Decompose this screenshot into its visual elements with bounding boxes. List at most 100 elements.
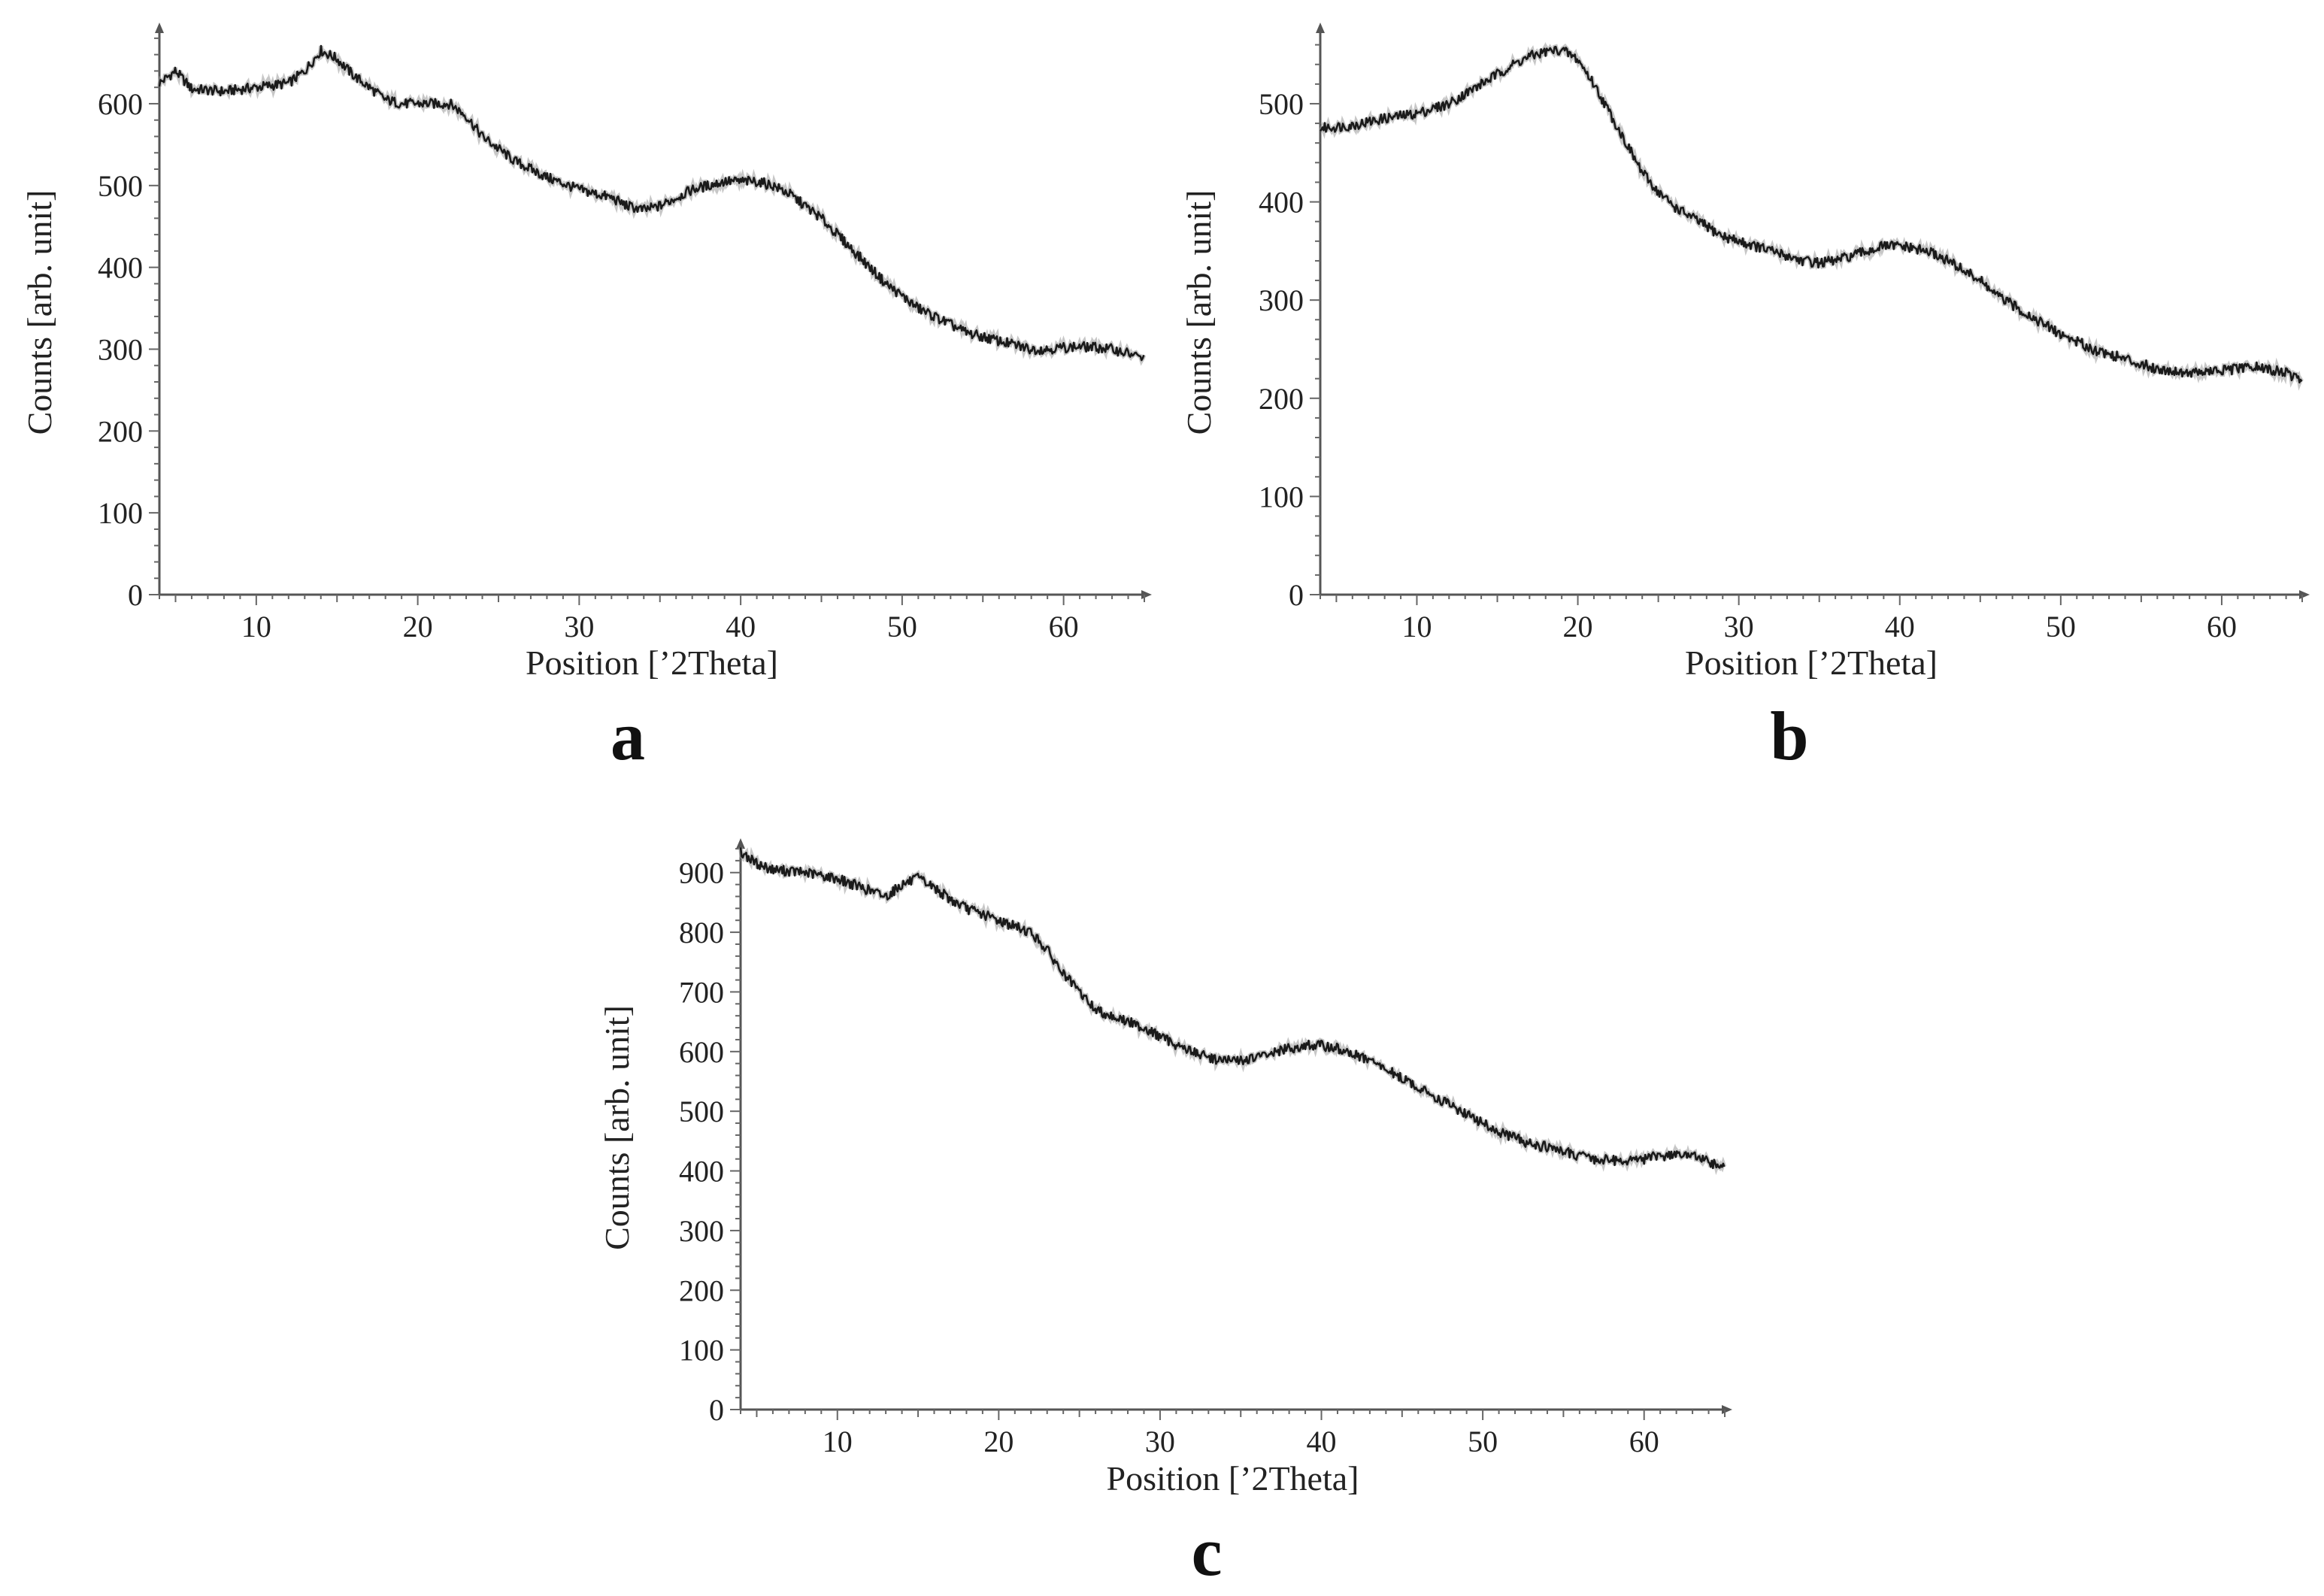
data-point bbox=[2301, 380, 2303, 381]
y-tick-label: 300 bbox=[98, 332, 143, 366]
x-axis-title: Position [’2Theta] bbox=[526, 644, 778, 682]
data-point bbox=[1867, 250, 1868, 252]
y-tick-label: 100 bbox=[98, 496, 143, 530]
data-point bbox=[1369, 1060, 1371, 1061]
data-point bbox=[1014, 344, 1016, 346]
data-point bbox=[1143, 1027, 1144, 1028]
data-point bbox=[1547, 1146, 1548, 1148]
data-point bbox=[1980, 280, 1981, 281]
data-point bbox=[449, 103, 450, 104]
x-tick-label: 60 bbox=[1049, 610, 1079, 644]
data-point bbox=[917, 307, 919, 309]
data-point bbox=[901, 295, 903, 297]
x-tick-label: 30 bbox=[564, 610, 594, 644]
x-axis-title: Position [’2Theta] bbox=[1107, 1459, 1359, 1498]
data-point bbox=[643, 209, 644, 210]
y-tick-label: 400 bbox=[1259, 186, 1304, 220]
data-point bbox=[1288, 1048, 1289, 1049]
data-point bbox=[998, 340, 1000, 341]
data-point bbox=[1609, 113, 1610, 114]
data-point bbox=[191, 88, 192, 89]
data-point bbox=[2044, 324, 2045, 326]
data-point bbox=[837, 234, 838, 235]
y-tick-label: 600 bbox=[679, 1035, 724, 1069]
chart-panel-b: 10 20 30 40 50 60 0 100 200 300 400 500 Position [’2… bbox=[1180, 23, 2310, 774]
data-point bbox=[578, 189, 580, 190]
data-point bbox=[1127, 1021, 1129, 1022]
data-point bbox=[982, 336, 983, 338]
data-point bbox=[1659, 1155, 1661, 1157]
data-point bbox=[2011, 304, 2013, 306]
data-point bbox=[514, 160, 515, 162]
data-point bbox=[1014, 925, 1016, 927]
x-tick-label: 30 bbox=[1724, 610, 1754, 644]
data-point bbox=[1337, 1048, 1338, 1049]
y-tick-label: 400 bbox=[679, 1155, 724, 1189]
data-point bbox=[611, 197, 612, 198]
data-point bbox=[1706, 226, 1707, 227]
data-point bbox=[1320, 1045, 1322, 1046]
data-point bbox=[869, 889, 871, 891]
data-point bbox=[966, 332, 968, 334]
x-tick-label: 10 bbox=[1401, 610, 1432, 644]
data-point bbox=[1078, 991, 1080, 992]
x-tick-label: 50 bbox=[2046, 610, 2076, 644]
y-tick-label: 500 bbox=[98, 169, 143, 203]
data-point bbox=[1353, 1054, 1354, 1055]
data-point bbox=[1079, 346, 1080, 347]
data-point bbox=[1579, 1155, 1580, 1157]
x-tick-label: 50 bbox=[1468, 1425, 1498, 1458]
data-point bbox=[2156, 368, 2158, 369]
data-point bbox=[933, 886, 935, 888]
y-tick-label: 200 bbox=[679, 1273, 724, 1307]
data-point bbox=[692, 189, 693, 190]
x-axis-title: Position [’2Theta] bbox=[1685, 644, 1938, 682]
data-point bbox=[1240, 1060, 1241, 1061]
series-line bbox=[158, 44, 1145, 362]
data-point bbox=[385, 98, 386, 100]
data-point bbox=[1448, 103, 1450, 104]
data-point bbox=[174, 70, 176, 71]
data-point bbox=[885, 283, 886, 284]
data-point bbox=[1385, 1068, 1386, 1070]
y-tick-label: 200 bbox=[1259, 382, 1304, 416]
data-point bbox=[950, 898, 951, 900]
data-point bbox=[740, 851, 741, 853]
chart-panel-a: 10 20 30 40 50 600100200300400500600Position … bbox=[20, 23, 1152, 774]
data-point bbox=[1899, 245, 1901, 247]
data-point bbox=[159, 83, 160, 84]
data-point bbox=[1850, 255, 1852, 256]
data-point bbox=[465, 115, 467, 117]
data-point bbox=[2028, 314, 2029, 316]
data-point bbox=[2092, 348, 2094, 350]
x-tick-label: 50 bbox=[887, 610, 917, 644]
data-point bbox=[659, 205, 661, 207]
y-tick-label: 600 bbox=[98, 87, 143, 121]
y-tick-label: 300 bbox=[1259, 283, 1304, 317]
data-point bbox=[1224, 1060, 1226, 1061]
data-point bbox=[853, 883, 854, 885]
y-axis-arrow bbox=[155, 23, 164, 33]
y-tick-label: 500 bbox=[1259, 87, 1304, 121]
data-point bbox=[708, 185, 709, 186]
data-point bbox=[1030, 931, 1032, 933]
data-point bbox=[1963, 270, 1965, 271]
data-point bbox=[481, 135, 483, 137]
data-point bbox=[1047, 949, 1048, 951]
data-point bbox=[1883, 245, 1884, 247]
data-point bbox=[1383, 117, 1385, 119]
data-point bbox=[1144, 358, 1145, 359]
y-axis-arrow bbox=[1316, 23, 1325, 33]
data-point bbox=[546, 177, 547, 178]
data-point bbox=[2124, 358, 2126, 359]
data-point bbox=[998, 919, 999, 921]
data-point bbox=[1835, 260, 1836, 262]
data-point bbox=[934, 316, 935, 317]
data-point bbox=[1657, 191, 1659, 192]
data-point bbox=[1819, 262, 1820, 263]
data-point bbox=[288, 83, 289, 84]
data-point bbox=[530, 168, 532, 170]
data-point bbox=[1577, 59, 1578, 60]
data-point bbox=[1722, 235, 1723, 237]
x-tick-label: 40 bbox=[1307, 1425, 1337, 1458]
